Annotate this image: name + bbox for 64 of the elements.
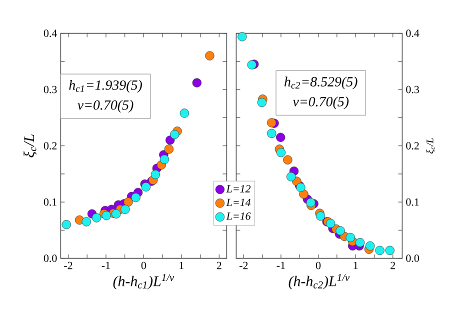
point — [150, 170, 160, 180]
x-tick-label: 0 — [316, 262, 321, 270]
point — [316, 212, 326, 221]
y-tick-label: 0.0 — [44, 254, 57, 262]
point — [267, 128, 276, 138]
y-axis-title: ξ$_{c}$/L — [24, 134, 37, 158]
point — [112, 209, 121, 218]
point — [164, 144, 174, 154]
point — [375, 246, 384, 256]
x-tick-label: 0 — [141, 262, 146, 270]
point — [92, 213, 102, 222]
y-tick-label: 0.1 — [406, 198, 419, 206]
x-axis-title: (h-h$_{c2}$)L$^{1/ν}$ — [288, 274, 350, 290]
x-tick-label: -1 — [276, 262, 285, 270]
x-tick-label: 1 — [180, 262, 184, 270]
point — [336, 226, 345, 236]
point — [192, 78, 202, 88]
point — [283, 155, 292, 164]
point — [62, 220, 71, 230]
annotation: h$_{c2}$=8.529(5) — [284, 76, 358, 90]
x-tick-label: 1 — [354, 262, 358, 270]
point — [366, 241, 375, 251]
point — [120, 204, 130, 214]
x-tick-label: -2 — [64, 262, 72, 270]
y-tick-label: 0.3 — [44, 86, 57, 94]
legend-label: L=14 — [226, 198, 251, 206]
legend-label: L=12 — [226, 185, 251, 192]
point — [82, 217, 91, 226]
point — [276, 132, 286, 142]
y-tick-label: 0.1 — [44, 198, 57, 206]
point — [170, 130, 180, 140]
y-axis-title: ξ$_{c}$/L — [426, 138, 435, 154]
x-axis-title: (h-h$_{c1}$)L$^{1/ν}$ — [113, 274, 174, 290]
point — [346, 232, 355, 242]
point — [141, 182, 151, 192]
point — [355, 238, 365, 248]
y-tick-label: 0.3 — [406, 86, 419, 94]
annotation: h$_{c1}$=1.939(5) — [69, 80, 142, 93]
point — [267, 118, 276, 128]
x-tick-label: -2 — [240, 262, 248, 270]
point — [306, 198, 316, 208]
x-tick-label: 2 — [390, 262, 396, 270]
annotation: ν=0.70(5) — [78, 100, 134, 113]
y-tick-label: 0.4 — [44, 30, 58, 38]
point — [160, 154, 170, 164]
y-tick-label: 0.2 — [406, 142, 419, 150]
point — [286, 172, 296, 182]
point — [205, 51, 214, 60]
point — [131, 192, 140, 202]
legend-label: L=16 — [226, 212, 251, 220]
point — [124, 197, 133, 207]
x-tick-label: 2 — [216, 262, 222, 270]
y-tick-label: 0.4 — [406, 30, 420, 38]
y-tick-label: 0.0 — [406, 254, 420, 262]
point — [247, 60, 256, 70]
point — [238, 32, 247, 42]
point — [276, 148, 286, 158]
y-tick-label: 0.2 — [44, 142, 57, 150]
point — [385, 246, 394, 256]
x-tick-label: -1 — [102, 262, 110, 270]
point — [326, 218, 336, 228]
point — [257, 98, 267, 108]
point — [180, 108, 190, 118]
annotation: ν=0.70(5) — [292, 96, 349, 110]
